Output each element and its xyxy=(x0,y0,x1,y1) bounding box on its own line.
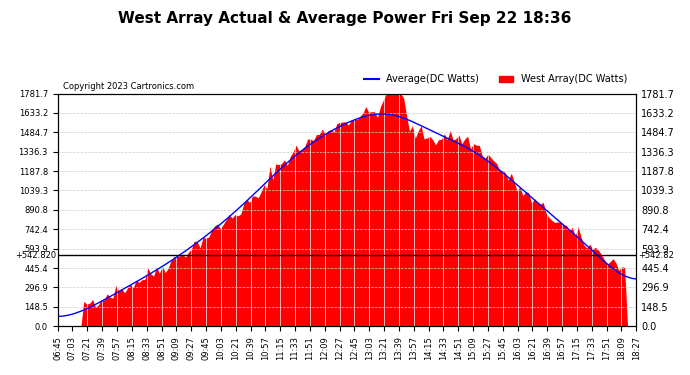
Text: West Array Actual & Average Power Fri Sep 22 18:36: West Array Actual & Average Power Fri Se… xyxy=(118,11,572,26)
Legend: Average(DC Watts), West Array(DC Watts): Average(DC Watts), West Array(DC Watts) xyxy=(360,70,631,88)
Text: Copyright 2023 Cartronics.com: Copyright 2023 Cartronics.com xyxy=(63,82,195,91)
Text: +542.820: +542.820 xyxy=(15,251,56,260)
Text: +542.82: +542.82 xyxy=(638,251,674,260)
